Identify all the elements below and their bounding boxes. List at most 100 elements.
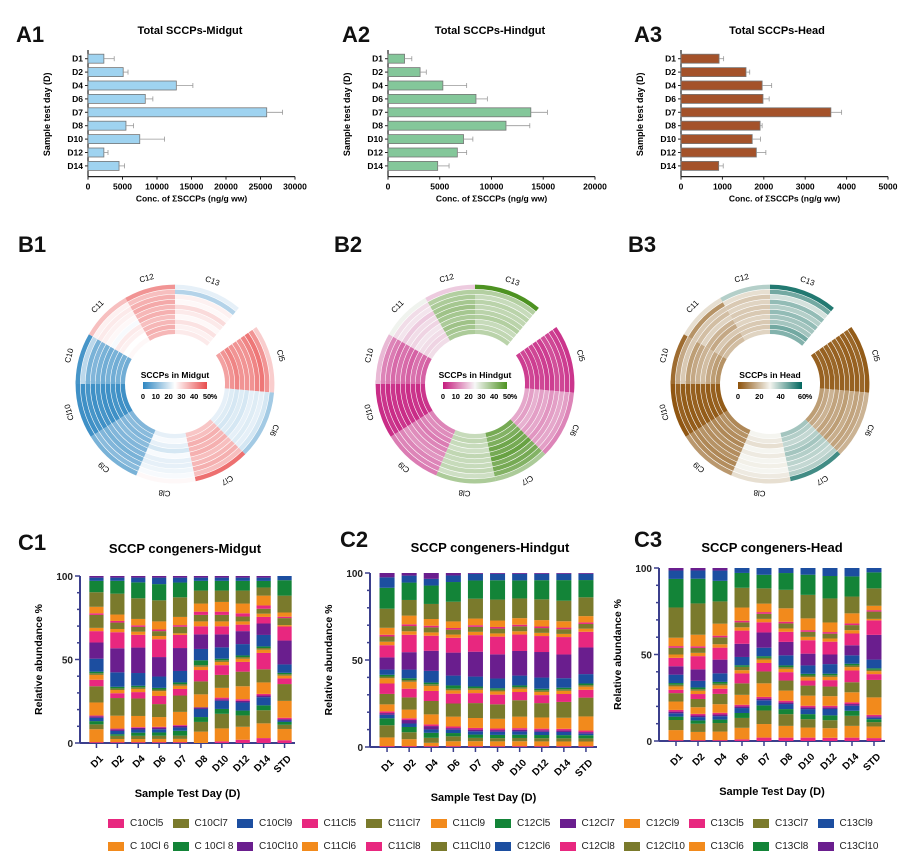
y-tick-label: D14	[660, 161, 676, 171]
segment-c10cl6	[578, 741, 594, 747]
segment-c11cl7	[866, 679, 882, 698]
circular-heatmap-b1: Cl5 Cl6 Cl7 Cl8 Cl9 Cl10 C10 C11 C12 C13 SCCPs in …	[63, 272, 287, 498]
heatmap-cell	[248, 329, 270, 393]
segment-c11cl8	[690, 694, 706, 699]
segment-c12cl6	[277, 664, 292, 673]
segment-c12cl7	[152, 657, 167, 677]
legend-item: C11Cl9	[430, 818, 485, 829]
bar-d12	[680, 147, 757, 158]
segment-c11cl10	[712, 683, 728, 686]
heatmap-cell	[447, 329, 475, 341]
heatmap-cell	[380, 380, 399, 435]
colorbar-title: SCCPs in Head	[739, 370, 800, 380]
segment-c12cl5	[734, 665, 750, 667]
heatmap-cell	[420, 382, 433, 413]
group-label: Cl5	[870, 349, 882, 363]
segment-c13cl7	[556, 600, 572, 622]
legend-item: C13Cl9	[817, 818, 873, 829]
legend-item: C12Cl6	[495, 841, 550, 852]
segment-c13cl10	[110, 576, 125, 578]
heatmap-cell	[442, 319, 475, 333]
heatmap-cell	[552, 326, 575, 393]
segment-c11cl9	[800, 677, 816, 681]
y-tick-label: D14	[67, 161, 83, 171]
segment-c13cl9	[172, 577, 188, 583]
legend-label: C13Cl7	[775, 818, 809, 829]
heatmap-cell	[238, 391, 270, 451]
bar-d1	[680, 53, 720, 64]
segment-c11cl7	[423, 700, 439, 715]
segment-c10cl6	[214, 728, 229, 742]
segment-c11cl5	[822, 705, 838, 708]
segment-c10cl9	[578, 733, 594, 736]
segment-c10cl7	[89, 724, 104, 730]
colorbar-tick-label: 40	[776, 392, 784, 401]
bar-d12	[87, 147, 105, 158]
x-tick-label: D1	[89, 753, 106, 770]
x-tick-label: STD	[573, 758, 595, 780]
x-tick-label: D4	[131, 753, 148, 770]
x-tick-label: D6	[152, 753, 169, 770]
heatmap-cell	[706, 421, 743, 453]
heatmap-cell	[420, 356, 432, 384]
heatmap-cell	[235, 391, 265, 448]
segment-c13cl5	[401, 624, 417, 627]
segment-c13cl10	[423, 573, 439, 579]
segment-c12cl9	[756, 618, 772, 623]
segment-c10cl8	[256, 705, 271, 711]
segment-c13cl7	[193, 590, 209, 604]
segment-c10cl7	[512, 737, 528, 742]
heatmap-cell	[535, 391, 565, 448]
segment-c12cl9	[172, 633, 188, 635]
heatmap-cell	[770, 304, 822, 327]
colorbar-tick-label: 10	[152, 392, 160, 401]
segment-c11cl8	[214, 665, 229, 675]
heatmap-cell	[540, 335, 560, 392]
segment-c10cl10	[172, 725, 188, 728]
segment-c11cl9	[778, 668, 794, 673]
x-tick-label: D10	[797, 751, 818, 772]
segment-c13cl9	[778, 568, 794, 574]
segment-c13cl6	[756, 603, 772, 613]
segment-c11cl6	[401, 709, 417, 719]
bar-d6	[680, 94, 764, 104]
segment-c11cl5	[490, 728, 506, 731]
heatmap-cell	[819, 347, 835, 390]
segment-c10cl6	[866, 726, 882, 739]
legend-swatch	[172, 819, 189, 828]
segment-c11cl6	[277, 700, 292, 718]
segment-c13cl6	[423, 619, 439, 626]
segment-c13cl8	[556, 580, 572, 601]
group-label: C11	[389, 298, 406, 315]
heatmap-cell	[440, 462, 494, 474]
heatmap-cell	[475, 319, 517, 339]
x-tick-label: D12	[530, 757, 551, 778]
segment-c12cl6	[152, 676, 167, 688]
segment-c12cl6	[712, 673, 728, 682]
circular-heatmap-b3: Cl5 Cl6 Cl7 Cl8 Cl9 Cl10 C10 C11 C12 C13 SCCPs in …	[658, 272, 882, 498]
heatmap-cell	[731, 471, 791, 484]
heatmap-cell	[410, 351, 424, 384]
segment-c13cl10	[467, 573, 483, 574]
segment-c13cl9	[800, 568, 816, 575]
heatmap-cell	[75, 334, 93, 384]
segment-c13cl9	[423, 578, 439, 586]
segment-c12cl5	[256, 646, 271, 649]
segment-c10cl6	[668, 730, 684, 741]
segment-c10cl7	[131, 735, 146, 740]
segment-c12cl6	[822, 664, 838, 674]
heatmap-cell	[99, 429, 142, 467]
segment-c10cl6	[193, 731, 209, 743]
segment-c11cl9	[110, 690, 125, 694]
heatmap-cell	[427, 336, 450, 359]
heatmap-cell	[727, 299, 770, 315]
segment-c10cl5	[734, 739, 750, 741]
heatmap-cell	[510, 388, 530, 423]
segment-c11cl6	[534, 717, 550, 729]
segment-c11cl7	[800, 685, 816, 696]
segment-c11cl8	[193, 670, 209, 682]
heatmap-cell	[430, 294, 475, 311]
y-tick-label: 50	[641, 651, 653, 662]
group-label: C10	[63, 347, 76, 364]
